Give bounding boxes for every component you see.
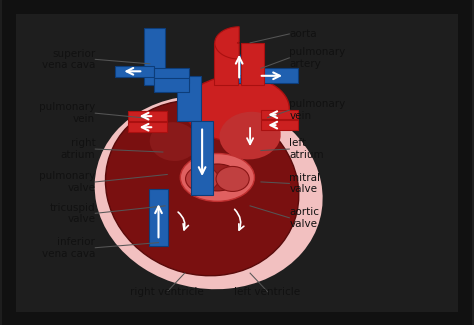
Text: pulmonary
artery: pulmonary artery xyxy=(289,47,346,69)
Polygon shape xyxy=(128,111,167,121)
Polygon shape xyxy=(261,120,298,130)
Polygon shape xyxy=(191,121,213,195)
Polygon shape xyxy=(219,68,298,83)
Text: right ventricle: right ventricle xyxy=(130,287,204,297)
Ellipse shape xyxy=(95,96,323,289)
Polygon shape xyxy=(219,52,261,76)
Text: mitral
valve: mitral valve xyxy=(289,173,320,194)
Ellipse shape xyxy=(196,164,239,191)
Text: left ventricle: left ventricle xyxy=(235,287,301,297)
Polygon shape xyxy=(149,189,168,246)
Text: left
atrium: left atrium xyxy=(289,138,324,160)
Polygon shape xyxy=(215,27,239,59)
Polygon shape xyxy=(241,43,264,85)
Polygon shape xyxy=(144,28,164,85)
Text: aortic
valve: aortic valve xyxy=(289,207,319,228)
Polygon shape xyxy=(154,78,189,92)
Ellipse shape xyxy=(219,112,281,160)
Text: superior
vena cava: superior vena cava xyxy=(42,48,95,70)
Text: inferior
vena cava: inferior vena cava xyxy=(42,237,95,258)
Ellipse shape xyxy=(105,100,299,276)
Text: pulmonary
vein: pulmonary vein xyxy=(289,99,346,121)
Text: pulmonary
vein: pulmonary vein xyxy=(39,102,95,124)
Ellipse shape xyxy=(150,122,198,161)
Ellipse shape xyxy=(185,166,219,191)
Ellipse shape xyxy=(185,76,289,142)
Ellipse shape xyxy=(216,166,249,191)
Polygon shape xyxy=(214,43,238,85)
Polygon shape xyxy=(115,66,154,77)
Polygon shape xyxy=(154,68,189,83)
Text: tricuspid
valve: tricuspid valve xyxy=(50,202,95,224)
Text: aorta: aorta xyxy=(289,29,317,39)
Text: pulmonary
valve: pulmonary valve xyxy=(39,171,95,193)
Text: right
atrium: right atrium xyxy=(61,138,95,160)
Polygon shape xyxy=(177,76,201,121)
Polygon shape xyxy=(128,123,167,132)
Polygon shape xyxy=(261,110,298,120)
Ellipse shape xyxy=(180,153,255,202)
